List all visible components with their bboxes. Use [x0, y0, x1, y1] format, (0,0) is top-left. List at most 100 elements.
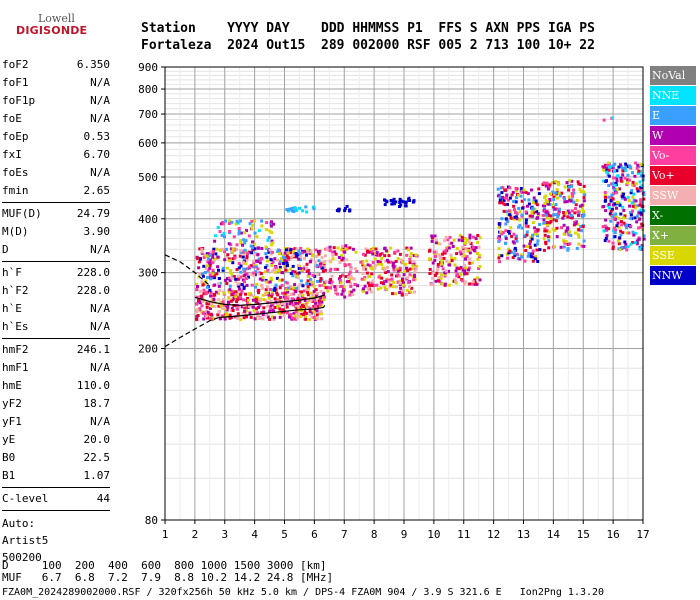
- legend-item: E: [650, 106, 696, 125]
- param-name: foE: [2, 112, 22, 125]
- echo-point: [308, 313, 312, 317]
- echo-point: [333, 250, 337, 254]
- echo-point: [519, 253, 523, 257]
- echo-point: [434, 238, 438, 242]
- echo-point: [206, 276, 210, 279]
- echo-point: [297, 271, 301, 275]
- echo-point: [505, 210, 509, 214]
- echo-point: [205, 285, 209, 289]
- echo-point: [301, 251, 304, 255]
- echo-point: [231, 257, 235, 261]
- echo-point: [354, 250, 358, 254]
- echo-point: [249, 264, 253, 268]
- echo-point: [268, 317, 272, 321]
- echo-point: [612, 186, 616, 190]
- echo-point: [410, 286, 414, 290]
- echo-point: [232, 235, 236, 239]
- echo-point: [604, 209, 608, 213]
- echo-point: [619, 233, 623, 237]
- echo-point: [208, 288, 212, 292]
- echo-point: [385, 287, 389, 291]
- echo-point: [637, 226, 641, 230]
- echo-point: [535, 210, 539, 214]
- echo-point: [610, 207, 614, 211]
- echo-point: [321, 298, 325, 302]
- echo-point: [621, 167, 625, 170]
- echo-point: [613, 202, 617, 206]
- echo-point: [628, 204, 632, 208]
- echo-point: [331, 253, 335, 257]
- echo-point: [261, 276, 265, 279]
- echo-point: [371, 279, 375, 283]
- echo-point: [633, 174, 637, 178]
- echo-point: [642, 193, 646, 197]
- echo-point: [636, 171, 640, 175]
- echo-point: [613, 235, 617, 239]
- echo-point: [217, 292, 221, 296]
- echo-point: [500, 254, 504, 258]
- echo-point: [301, 313, 305, 317]
- echo-point: [267, 296, 271, 300]
- echo-point: [566, 215, 570, 219]
- echo-point: [508, 196, 512, 200]
- echo-point: [246, 251, 250, 255]
- echo-point: [304, 304, 308, 308]
- echo-point: [236, 274, 240, 278]
- echo-point: [454, 281, 458, 285]
- echo-point: [371, 261, 375, 264]
- echo-point: [626, 178, 630, 182]
- param-value: 6.70: [83, 148, 111, 161]
- echo-point: [340, 292, 344, 296]
- echo-point: [295, 286, 299, 290]
- echo-point: [237, 229, 241, 233]
- echo-point: [247, 234, 251, 238]
- echo-point: [433, 255, 437, 258]
- echo-point: [453, 257, 457, 261]
- echo-point: [623, 176, 627, 180]
- echo-point: [467, 268, 470, 272]
- echo-point: [228, 230, 232, 233]
- muf-table: D 100 200 400 600 800 1000 1500 3000 [km…: [2, 560, 333, 584]
- echo-point: [508, 231, 511, 235]
- echo-point: [569, 199, 573, 203]
- echo-point: [507, 209, 511, 213]
- echo-point: [212, 259, 216, 263]
- echo-point: [571, 194, 575, 198]
- echo-point: [222, 291, 226, 295]
- echo-point: [536, 216, 539, 220]
- echo-point: [549, 214, 553, 218]
- autoscaling-note: 500200: [2, 551, 42, 564]
- echo-point: [553, 207, 557, 211]
- echo-point: [299, 246, 303, 250]
- echo-point: [402, 273, 406, 277]
- echo-point: [270, 220, 273, 224]
- echo-point: [603, 166, 606, 170]
- echo-point: [542, 248, 546, 252]
- echo-point: [285, 296, 289, 300]
- x-tick-label: 11: [457, 528, 470, 541]
- echo-point: [463, 280, 467, 284]
- echo-point: [517, 225, 521, 229]
- echo-point: [460, 235, 464, 239]
- echo-point: [231, 247, 235, 251]
- echo-point: [348, 209, 352, 212]
- echo-point: [499, 230, 503, 234]
- echo-point: [323, 265, 326, 269]
- echo-point: [342, 285, 346, 289]
- echo-point: [320, 300, 324, 304]
- echo-point: [373, 251, 377, 255]
- echo-point: [298, 252, 302, 255]
- param-name: C-level: [2, 492, 49, 505]
- echo-point: [309, 259, 313, 263]
- echo-point: [612, 226, 616, 230]
- x-tick-label: 7: [341, 528, 348, 541]
- echo-point: [411, 275, 415, 278]
- echo-point: [297, 257, 301, 261]
- echo-point: [205, 314, 209, 318]
- echo-point: [210, 253, 214, 257]
- echo-point: [370, 250, 374, 254]
- param-separator: [2, 261, 110, 262]
- echo-point: [408, 285, 411, 289]
- echo-point: [197, 299, 200, 302]
- echo-point: [398, 266, 402, 270]
